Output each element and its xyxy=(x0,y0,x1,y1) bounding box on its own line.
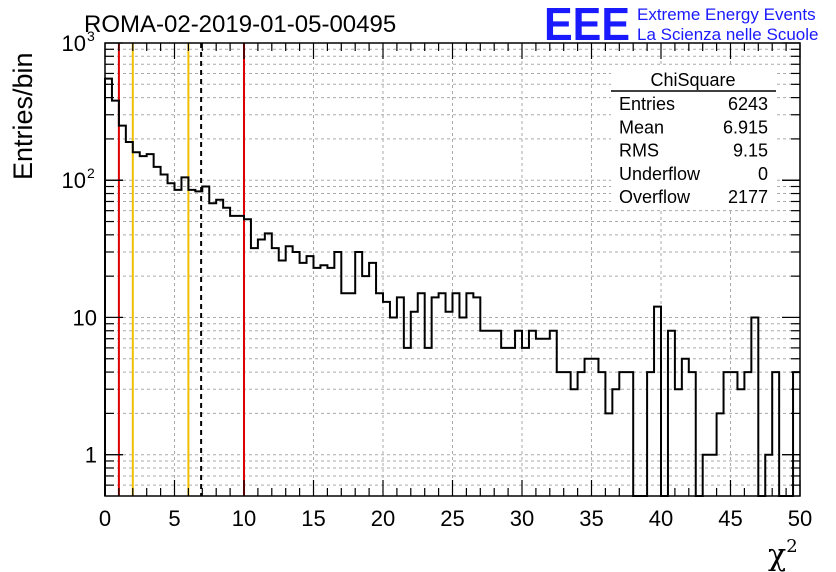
stats-row-label: Underflow xyxy=(619,164,701,184)
x-tick-label: 15 xyxy=(301,506,325,531)
logo-line-1: Extreme Energy Events xyxy=(637,5,816,24)
stats-row-value: 0 xyxy=(758,164,768,184)
x-tick-label: 50 xyxy=(788,506,812,531)
x-tick-label: 5 xyxy=(168,506,180,531)
y-tick-label: 10 xyxy=(62,31,86,56)
chart-title: ROMA-02-2019-01-05-00495 xyxy=(84,11,396,38)
eee-logo-mark: EEE xyxy=(544,0,630,50)
histogram-series xyxy=(104,77,800,497)
x-tick-labels: 0 5 10 15 20 25 30 35 40 45 50 xyxy=(99,506,812,531)
x-axis-label: χ2 xyxy=(768,536,798,572)
x-tick-label: 45 xyxy=(718,506,742,531)
stats-row-label: RMS xyxy=(619,141,659,161)
stats-row-value: 2177 xyxy=(728,187,768,207)
stats-rows: Entries 6243 Mean 6.915 RMS 9.15 Underflow 0 Ove… xyxy=(619,94,768,207)
x-tick-label: 0 xyxy=(99,506,111,531)
y-tick-label-exponent: 2 xyxy=(87,165,95,181)
x-tick-label: 40 xyxy=(649,506,673,531)
y-tick-label: 10 xyxy=(73,305,97,330)
logo-line-2: La Scienza nelle Scuole xyxy=(637,25,818,44)
stats-row-label: Entries xyxy=(619,94,675,114)
y-axis-label: Entries/bin xyxy=(8,52,38,180)
grid xyxy=(105,43,800,496)
stats-row-value: 9.15 xyxy=(733,141,768,161)
stats-row-label: Mean xyxy=(619,117,664,137)
x-tick-label: 25 xyxy=(440,506,464,531)
x-tick-label: 20 xyxy=(371,506,395,531)
stats-row-value: 6243 xyxy=(728,94,768,114)
stats-row-value: 6.915 xyxy=(723,117,768,137)
y-tick-label: 1 xyxy=(85,443,97,468)
x-tick-label: 35 xyxy=(579,506,603,531)
x-tick-label: 30 xyxy=(510,506,534,531)
plot-frame xyxy=(104,42,801,497)
y-tick-label-exponent: 3 xyxy=(87,28,95,44)
stats-box: ChiSquare Entries 6243 Mean 6.915 RMS 9.15 Und… xyxy=(611,67,776,210)
x-tick-label: 10 xyxy=(232,506,256,531)
stats-box-title: ChiSquare xyxy=(650,70,735,90)
stats-row-label: Overflow xyxy=(619,187,691,207)
y-tick-label: 10 xyxy=(62,168,86,193)
eee-logo: EEE Extreme Energy Events La Scienza nel… xyxy=(544,0,818,50)
